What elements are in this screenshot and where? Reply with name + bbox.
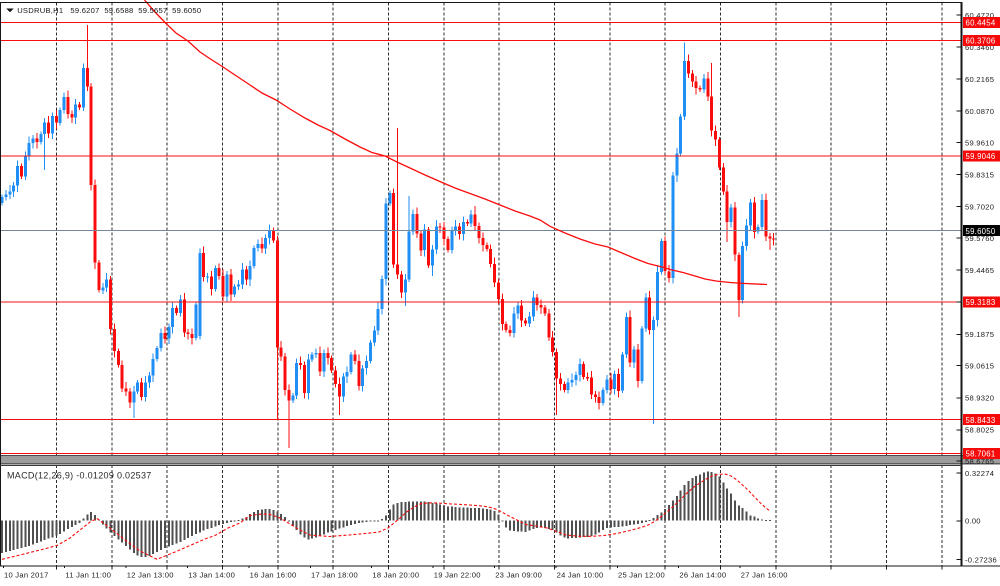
svg-text:59.9610: 59.9610 [965,138,994,147]
svg-text:USDRUB,H1 59.6207 59.6588: USDRUB,H1 59.6207 59.6588 59.5657 59.605… [17,6,201,15]
svg-text:59.0615: 59.0615 [965,361,994,370]
svg-text:58.9320: 58.9320 [965,394,994,403]
svg-text:59.4465: 59.4465 [965,266,994,275]
svg-text:23 Jan 09:00: 23 Jan 09:00 [495,571,542,580]
svg-text:60.2165: 60.2165 [965,75,994,84]
svg-text:0.32274: 0.32274 [965,469,994,478]
svg-text:58.8433: 58.8433 [966,416,996,425]
svg-text:-0.27236: -0.27236 [965,555,997,564]
svg-text:10 Jan 2017: 10 Jan 2017 [4,571,49,580]
svg-text:59.5760: 59.5760 [965,234,994,243]
svg-text:60.4454: 60.4454 [966,18,996,27]
svg-text:16 Jan 16:00: 16 Jan 16:00 [250,571,297,580]
svg-text:60.0870: 60.0870 [965,107,994,116]
svg-text:27 Jan 16:00: 27 Jan 16:00 [741,571,788,580]
svg-text:13 Jan 14:00: 13 Jan 14:00 [188,571,235,580]
svg-text:0.00: 0.00 [965,517,981,526]
svg-text:25 Jan 12:00: 25 Jan 12:00 [618,571,665,580]
svg-text:26 Jan 14:00: 26 Jan 14:00 [679,571,726,580]
svg-text:58.6765: 58.6765 [965,457,994,466]
svg-text:59.1875: 59.1875 [965,330,994,339]
svg-text:24 Jan 10:00: 24 Jan 10:00 [557,571,604,580]
svg-text:60.4720: 60.4720 [965,11,994,20]
svg-text:59.8315: 59.8315 [965,170,994,179]
svg-text:MACD(12,26,9) -0.01209 0.02537: MACD(12,26,9) -0.01209 0.02537 [7,471,152,481]
svg-text:18 Jan 20:00: 18 Jan 20:00 [372,571,419,580]
svg-text:19 Jan 22:00: 19 Jan 22:00 [434,571,481,580]
svg-text:59.7020: 59.7020 [965,203,994,212]
svg-text:58.8025: 58.8025 [965,426,994,435]
svg-text:60.3706: 60.3706 [966,37,996,46]
svg-text:59.6050: 59.6050 [966,227,996,236]
svg-text:58.7061: 58.7061 [966,450,996,459]
svg-text:17 Jan 18:00: 17 Jan 18:00 [311,571,358,580]
svg-text:59.9046: 59.9046 [966,152,996,161]
svg-text:12 Jan 13:00: 12 Jan 13:00 [127,571,174,580]
svg-text:59.3183: 59.3183 [966,298,996,307]
svg-text:60.3460: 60.3460 [965,43,994,52]
svg-text:11 Jan 11:00: 11 Jan 11:00 [65,571,111,580]
